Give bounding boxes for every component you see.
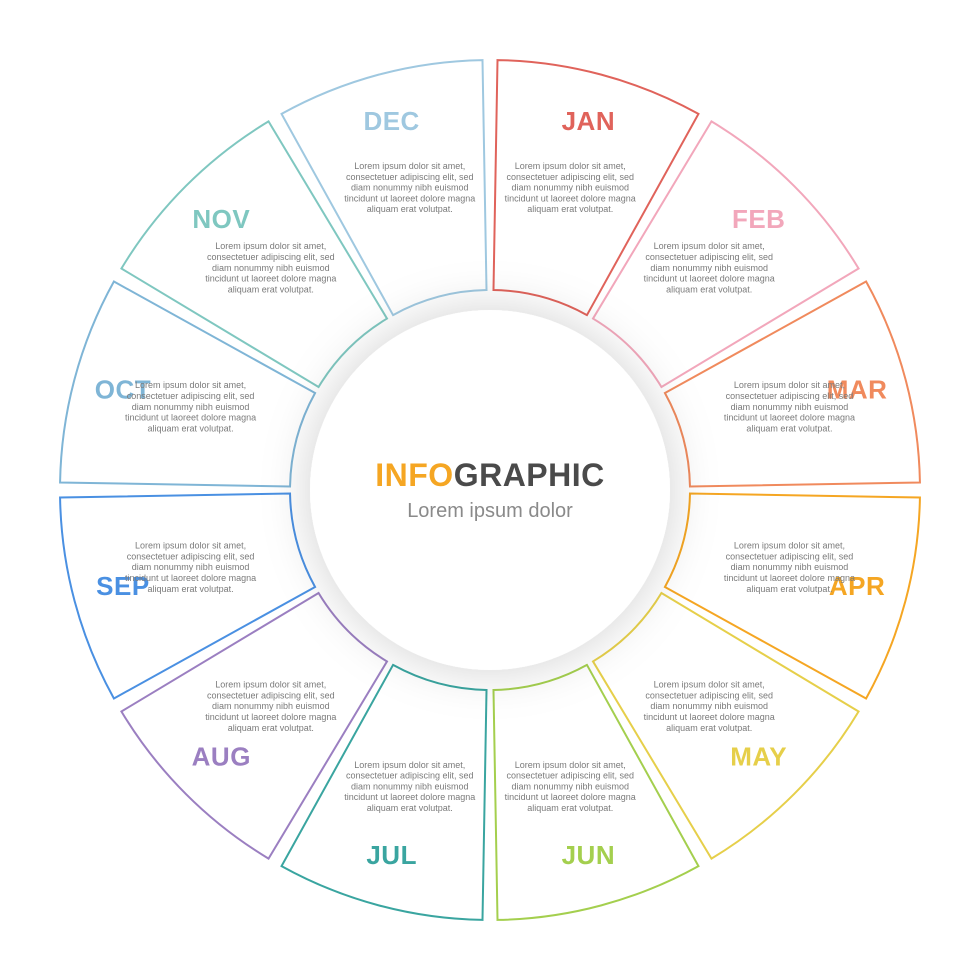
month-label-jun: JUN: [562, 840, 616, 870]
infographic-stage: JANLorem ipsum dolor sit amet,consectetu…: [0, 0, 980, 980]
month-label-jul: JUL: [366, 840, 417, 870]
month-label-jan: JAN: [562, 106, 616, 136]
month-label-may: MAY: [730, 742, 787, 772]
month-label-nov: NOV: [192, 204, 250, 234]
month-label-feb: FEB: [732, 204, 786, 234]
month-label-aug: AUG: [192, 742, 251, 772]
center-circle: [310, 310, 670, 670]
month-label-dec: DEC: [363, 106, 419, 136]
wheel-svg: JANLorem ipsum dolor sit amet,consectetu…: [0, 0, 980, 980]
